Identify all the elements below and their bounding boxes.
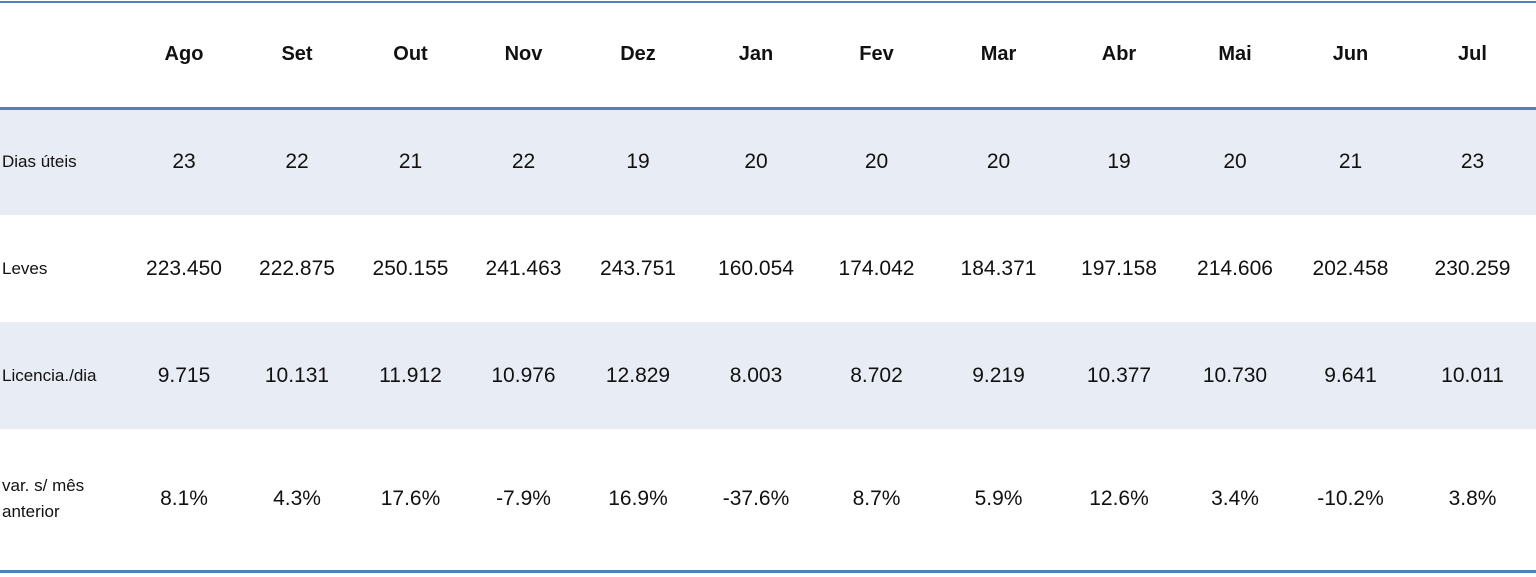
table-cell: 12.6% — [1089, 487, 1149, 511]
table-cell: 20 — [986, 150, 1011, 174]
table-cell: 11.912 — [379, 363, 442, 387]
table-cell: 3.4% — [1211, 487, 1259, 511]
table-cell: 10.976 — [491, 363, 556, 387]
table-cell: 5.9% — [974, 487, 1023, 511]
table-cell: 22 — [511, 150, 536, 174]
month-header: Mai — [1218, 43, 1252, 66]
month-header: Nov — [504, 43, 543, 66]
table-cell: 21 — [398, 150, 423, 174]
table-cell: 202.458 — [1312, 256, 1389, 280]
month-header: Jan — [738, 43, 774, 66]
table-cell: 22 — [285, 150, 309, 174]
table-cell: 250.155 — [372, 256, 449, 280]
month-header: Dez — [620, 43, 656, 66]
table-cell: 8.7% — [852, 487, 901, 511]
table-cell: 9.641 — [1324, 363, 1377, 387]
table-cell: 10.011 — [1441, 363, 1504, 387]
table-row: Leves 223.450 222.875 250.155 241.463 243.751… — [0, 215, 1536, 322]
table-cell: 174.042 — [838, 256, 915, 280]
table-cell: 3.8% — [1448, 487, 1497, 511]
table-cell: 23 — [1460, 150, 1485, 174]
row-label: Dias úteis — [2, 152, 77, 172]
table-cell: 214.606 — [1197, 256, 1273, 280]
table-cell: 10.131 — [264, 363, 330, 387]
corner-header — [0, 2, 128, 108]
row-label: Leves — [2, 258, 48, 278]
table-row: Dias úteis 23 22 21 22 19 20 20 20 19 20 21 23 — [0, 108, 1536, 215]
row-label: Licencia./dia — [2, 365, 97, 385]
table-cell: 9.715 — [157, 363, 211, 387]
month-header: Set — [281, 43, 313, 66]
table-cell: 160.054 — [718, 256, 794, 280]
month-header: Jul — [1458, 43, 1487, 66]
table-cell: -37.6% — [722, 487, 790, 511]
month-header: Abr — [1101, 43, 1137, 66]
table-cell: 230.259 — [1434, 256, 1511, 280]
table-cell: 4.3% — [273, 487, 321, 511]
month-header: Out — [393, 43, 428, 66]
table-cell: 12.829 — [605, 363, 671, 387]
table-cell: 223.450 — [146, 256, 222, 280]
month-header: Mar — [980, 43, 1017, 66]
table-cell: 243.751 — [600, 256, 676, 280]
header-row: Ago Set Out Nov Dez Jan Fev Mar Abr Mai Jun Jul — [0, 2, 1536, 108]
table-cell: 9.219 — [972, 363, 1025, 387]
row-label: var. s/ mês anterior — [2, 476, 85, 522]
month-header: Fev — [859, 43, 894, 66]
month-header: Ago — [164, 43, 204, 66]
table-cell: 23 — [172, 150, 196, 174]
table-cell: 21 — [1338, 150, 1363, 174]
table-cell: 19 — [1107, 150, 1131, 174]
table-cell: 184.371 — [960, 256, 1037, 280]
table-cell: -10.2% — [1317, 487, 1384, 511]
table-cell: -7.9% — [496, 487, 551, 511]
table-cell: 222.875 — [259, 256, 335, 280]
table-cell: 20 — [1223, 150, 1247, 174]
table-cell: 20 — [864, 150, 889, 174]
table-cell: 19 — [626, 150, 650, 174]
table-cell: 20 — [744, 150, 768, 174]
table-cell: 10.730 — [1202, 363, 1268, 387]
table-cell: 241.463 — [485, 256, 562, 280]
table-row: Licencia./dia 9.715 10.131 11.912 10.976 12.8… — [0, 322, 1536, 429]
table-cell: 16.9% — [608, 487, 668, 511]
table-cell: 17.6% — [380, 487, 441, 511]
month-header: Jun — [1332, 43, 1369, 66]
table-cell: 8.702 — [850, 363, 903, 387]
table-cell: 8.003 — [729, 363, 783, 387]
table-row: var. s/ mês anterior 8.1% 4.3% 17.6% -7.9% 16… — [0, 429, 1536, 571]
table-cell: 10.377 — [1086, 363, 1152, 387]
table-cell: 197.158 — [1081, 256, 1157, 280]
table-cell: 8.1% — [160, 487, 208, 511]
